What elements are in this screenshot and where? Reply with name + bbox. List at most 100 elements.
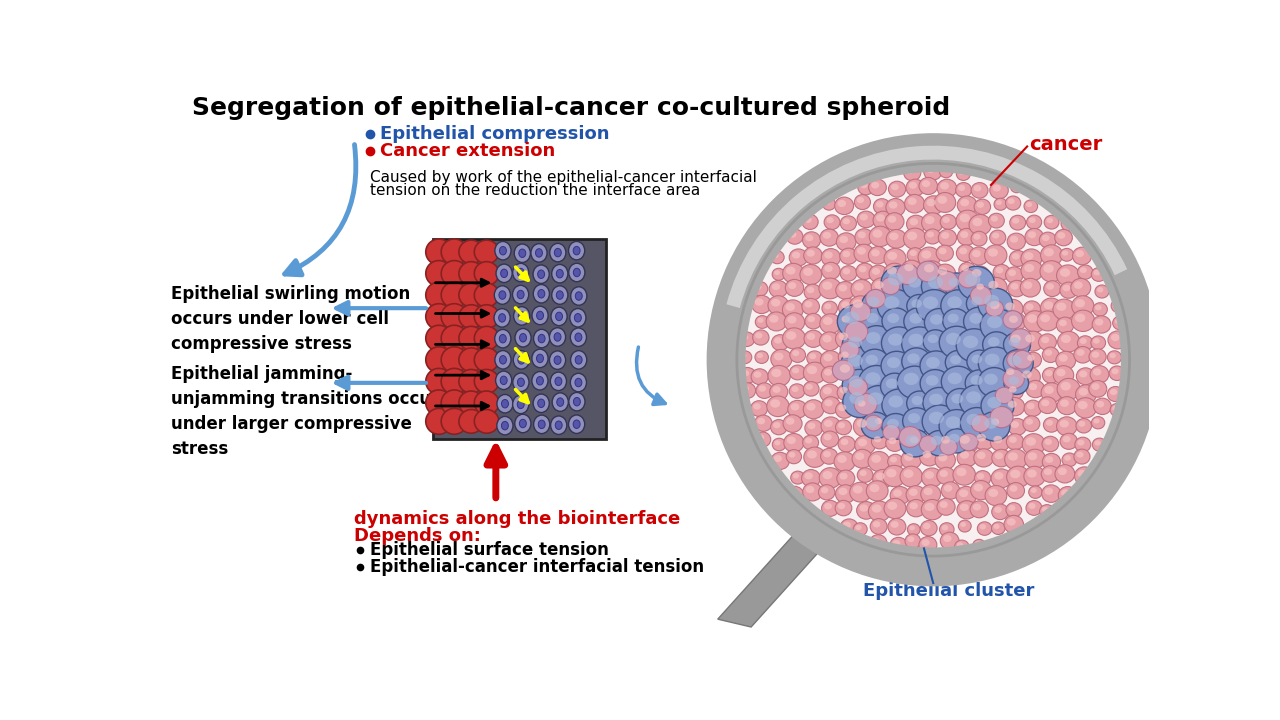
- Ellipse shape: [995, 452, 1004, 459]
- Ellipse shape: [1071, 310, 1094, 331]
- Ellipse shape: [872, 268, 881, 275]
- Ellipse shape: [822, 301, 837, 315]
- Ellipse shape: [782, 300, 804, 319]
- Ellipse shape: [906, 435, 918, 446]
- Ellipse shape: [865, 355, 878, 365]
- Ellipse shape: [996, 200, 1002, 205]
- Ellipse shape: [549, 243, 566, 262]
- Ellipse shape: [855, 452, 864, 460]
- Ellipse shape: [934, 192, 956, 212]
- Ellipse shape: [1044, 456, 1053, 463]
- Ellipse shape: [959, 262, 975, 278]
- Ellipse shape: [460, 240, 484, 264]
- Ellipse shape: [1078, 470, 1087, 477]
- Ellipse shape: [869, 179, 886, 196]
- Ellipse shape: [946, 351, 972, 374]
- Ellipse shape: [1059, 487, 1078, 504]
- Ellipse shape: [937, 196, 947, 204]
- Ellipse shape: [887, 252, 897, 260]
- Ellipse shape: [515, 244, 530, 263]
- Ellipse shape: [538, 399, 545, 408]
- Ellipse shape: [840, 216, 856, 231]
- Ellipse shape: [1029, 217, 1036, 223]
- Ellipse shape: [837, 305, 873, 338]
- Ellipse shape: [1093, 398, 1111, 415]
- Ellipse shape: [986, 485, 1007, 505]
- Ellipse shape: [571, 351, 586, 369]
- Ellipse shape: [820, 449, 837, 464]
- Ellipse shape: [549, 328, 566, 346]
- Ellipse shape: [1006, 503, 1021, 517]
- Ellipse shape: [804, 447, 826, 467]
- Ellipse shape: [751, 369, 768, 384]
- Ellipse shape: [840, 364, 850, 373]
- Ellipse shape: [883, 465, 906, 487]
- Ellipse shape: [849, 376, 863, 388]
- Ellipse shape: [1079, 388, 1088, 396]
- Ellipse shape: [1009, 505, 1015, 511]
- Ellipse shape: [992, 522, 1005, 534]
- Ellipse shape: [1043, 264, 1053, 273]
- Ellipse shape: [512, 395, 529, 413]
- Ellipse shape: [1023, 282, 1033, 289]
- Ellipse shape: [904, 469, 914, 478]
- Ellipse shape: [1007, 331, 1029, 352]
- Ellipse shape: [908, 197, 916, 205]
- Ellipse shape: [956, 432, 979, 453]
- Ellipse shape: [1092, 438, 1106, 451]
- Ellipse shape: [905, 534, 920, 549]
- Ellipse shape: [888, 333, 902, 346]
- Ellipse shape: [475, 240, 499, 264]
- Ellipse shape: [904, 165, 920, 181]
- Ellipse shape: [517, 400, 525, 409]
- Ellipse shape: [1041, 383, 1062, 402]
- Ellipse shape: [841, 315, 850, 323]
- Ellipse shape: [1041, 466, 1059, 482]
- Ellipse shape: [1059, 320, 1066, 326]
- Ellipse shape: [1057, 397, 1076, 415]
- Ellipse shape: [984, 354, 1000, 366]
- Ellipse shape: [823, 387, 832, 395]
- Ellipse shape: [803, 232, 820, 248]
- Ellipse shape: [887, 502, 897, 510]
- Ellipse shape: [460, 391, 484, 415]
- Ellipse shape: [922, 180, 931, 187]
- Text: Epithelial cluster: Epithelial cluster: [863, 582, 1034, 600]
- Ellipse shape: [900, 466, 923, 487]
- Ellipse shape: [1064, 219, 1070, 225]
- Ellipse shape: [868, 392, 883, 405]
- Ellipse shape: [755, 298, 764, 306]
- Text: cancer: cancer: [1029, 135, 1102, 153]
- Ellipse shape: [804, 472, 813, 480]
- Ellipse shape: [837, 200, 846, 207]
- Ellipse shape: [901, 450, 922, 469]
- Ellipse shape: [883, 424, 900, 440]
- Ellipse shape: [858, 180, 874, 195]
- Ellipse shape: [931, 314, 943, 325]
- Ellipse shape: [856, 263, 874, 279]
- Ellipse shape: [991, 418, 1000, 426]
- Ellipse shape: [941, 232, 950, 239]
- Ellipse shape: [893, 490, 902, 497]
- Ellipse shape: [1024, 311, 1047, 332]
- Ellipse shape: [909, 182, 916, 189]
- Ellipse shape: [785, 486, 804, 504]
- Ellipse shape: [820, 229, 838, 246]
- Ellipse shape: [876, 418, 882, 424]
- Ellipse shape: [822, 248, 841, 266]
- Ellipse shape: [426, 408, 452, 434]
- Ellipse shape: [499, 335, 507, 343]
- Ellipse shape: [884, 296, 900, 309]
- Ellipse shape: [943, 429, 970, 453]
- Ellipse shape: [872, 455, 881, 463]
- Ellipse shape: [1025, 334, 1034, 343]
- Ellipse shape: [884, 248, 906, 269]
- Ellipse shape: [1074, 346, 1092, 363]
- Ellipse shape: [906, 391, 933, 415]
- Ellipse shape: [1038, 334, 1056, 351]
- Ellipse shape: [995, 507, 1002, 513]
- Ellipse shape: [987, 397, 1001, 408]
- Ellipse shape: [804, 284, 822, 300]
- Ellipse shape: [426, 304, 452, 330]
- Ellipse shape: [1075, 384, 1096, 404]
